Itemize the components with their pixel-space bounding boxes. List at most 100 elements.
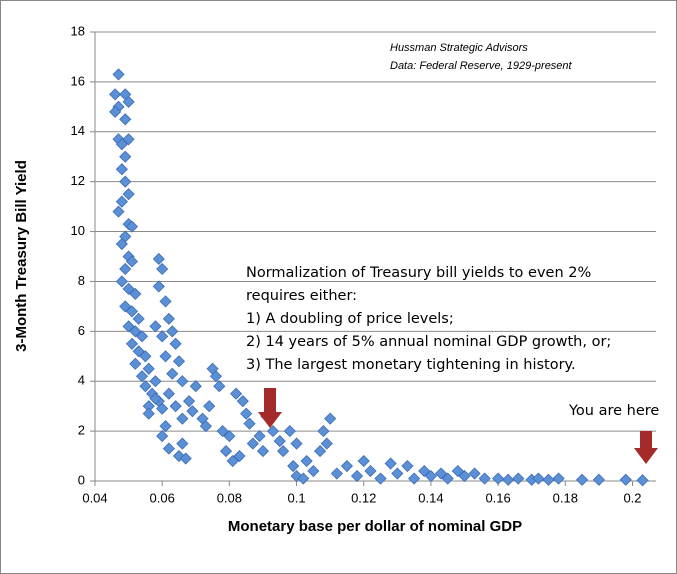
point — [374, 472, 387, 485]
point — [129, 325, 142, 338]
point — [149, 320, 162, 333]
point — [213, 380, 226, 393]
point — [159, 350, 172, 363]
point — [112, 68, 125, 81]
x-tick-label: 0.12 — [351, 490, 376, 505]
point — [166, 367, 179, 380]
point — [317, 425, 330, 438]
annotation-line: Normalization of Treasury bill yields to… — [246, 265, 591, 281]
point — [156, 430, 169, 443]
point — [199, 420, 212, 433]
y-tick-label: 0 — [78, 472, 85, 487]
point — [350, 469, 364, 483]
point — [152, 252, 165, 266]
point — [115, 195, 128, 208]
point — [139, 380, 152, 393]
point — [162, 312, 175, 325]
point — [162, 442, 175, 455]
point — [552, 472, 565, 485]
point — [502, 473, 515, 486]
point — [159, 420, 172, 433]
point — [223, 430, 236, 443]
point — [401, 459, 414, 473]
arrow — [258, 388, 282, 428]
point — [230, 387, 243, 400]
point — [340, 459, 354, 473]
point — [391, 467, 404, 480]
point — [109, 105, 122, 118]
point — [129, 287, 142, 300]
y-tick-label: 2 — [78, 423, 85, 438]
point — [149, 392, 162, 405]
point — [156, 330, 169, 343]
point — [236, 395, 249, 408]
point — [300, 454, 313, 468]
point — [119, 175, 132, 188]
point — [273, 435, 286, 448]
point — [256, 445, 270, 458]
point — [156, 262, 169, 276]
point — [384, 457, 397, 470]
point — [226, 454, 239, 468]
point — [314, 445, 327, 458]
point — [266, 425, 280, 438]
point — [115, 163, 128, 176]
point — [189, 380, 202, 393]
point — [324, 412, 337, 425]
point — [434, 467, 448, 480]
point — [122, 133, 135, 146]
point — [424, 469, 437, 483]
point — [169, 337, 182, 350]
point — [307, 464, 320, 478]
marker-note: You are here — [568, 403, 659, 419]
point — [364, 464, 377, 478]
point — [287, 459, 300, 473]
point — [357, 454, 370, 468]
y-tick-label: 8 — [78, 273, 85, 288]
y-axis-title: 3-Month Treasury Bill Yield — [13, 160, 30, 352]
point — [119, 300, 132, 313]
point — [277, 445, 290, 458]
x-tick-label: 0.1 — [288, 490, 306, 505]
point — [132, 312, 145, 325]
point — [135, 370, 149, 383]
point — [135, 330, 149, 343]
point — [172, 355, 186, 368]
point — [179, 452, 192, 465]
annotation-line: 3) The largest monetary tightening in hi… — [246, 357, 576, 373]
point — [142, 362, 155, 375]
x-tick-label: 0.16 — [485, 490, 510, 505]
point — [122, 95, 135, 108]
point — [159, 295, 172, 308]
point — [283, 425, 296, 438]
annotation-line: requires either: — [246, 288, 357, 304]
x-tick-label: 0.08 — [217, 490, 242, 505]
point — [592, 473, 605, 486]
point — [182, 395, 196, 408]
point — [418, 464, 431, 478]
point — [132, 345, 145, 358]
point — [149, 375, 162, 388]
point — [109, 88, 122, 101]
point — [233, 449, 246, 463]
point — [122, 320, 135, 333]
y-tick-label: 18 — [71, 23, 85, 38]
source-line: Hussman Strategic Advisors — [390, 42, 528, 54]
y-tick-label: 14 — [71, 123, 85, 138]
point — [176, 375, 189, 388]
y-tick-label: 16 — [71, 73, 85, 88]
point — [115, 138, 128, 151]
point — [619, 473, 632, 486]
point — [532, 472, 545, 485]
point — [156, 402, 169, 415]
point — [169, 400, 182, 413]
point — [122, 282, 135, 295]
x-tick-label: 0.04 — [82, 490, 107, 505]
x-axis-title: Monetary base per dollar of nominal GDP — [228, 518, 522, 535]
point — [330, 467, 343, 480]
y-tick-label: 6 — [78, 323, 85, 338]
point — [125, 220, 139, 233]
source-line: Data: Federal Reserve, 1929-present — [390, 60, 573, 72]
